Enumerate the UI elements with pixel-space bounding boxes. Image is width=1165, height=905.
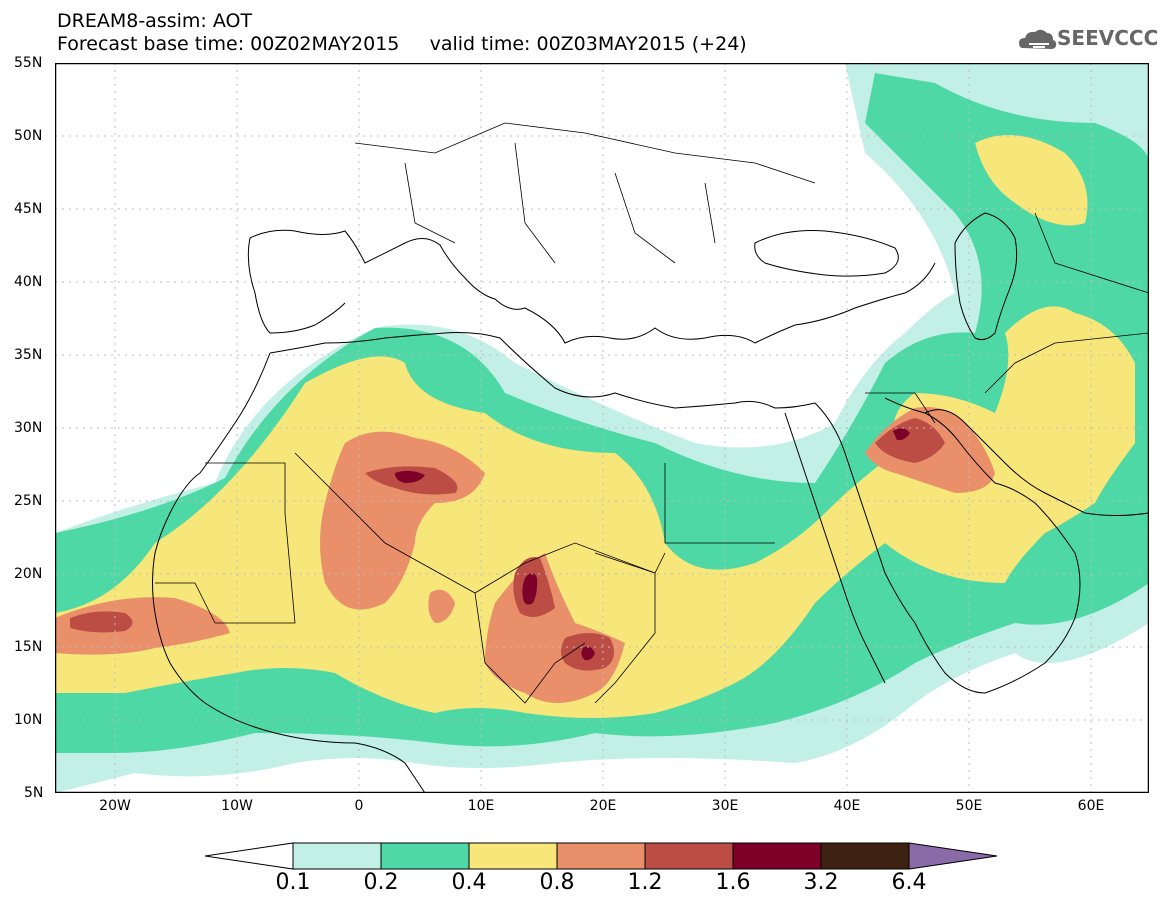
- colorbar-label-1.6: 1.6: [715, 870, 751, 895]
- colorbar-label-0.4: 0.4: [451, 870, 487, 895]
- lon-label-10e: 10E: [467, 798, 495, 814]
- colorbar-segment-0.4: [468, 842, 558, 870]
- lat-label-45n: 45N: [14, 201, 43, 217]
- lat-label-5n: 5N: [24, 785, 44, 801]
- aot-map: [55, 63, 1149, 793]
- colorbar-label-1.2: 1.2: [627, 870, 663, 895]
- colorbar-segment-3.2: [820, 842, 910, 870]
- cloud-icon: [1019, 29, 1057, 49]
- lat-label-20n: 20N: [14, 566, 43, 582]
- colorbar-label-0.1: 0.1: [275, 870, 311, 895]
- lat-label-30n: 30N: [14, 420, 43, 436]
- map-title: DREAM8-assim: AOT: [57, 10, 253, 32]
- lat-label-10n: 10N: [14, 712, 43, 728]
- lon-label-20w: 20W: [99, 798, 131, 814]
- colorbar-label-0.8: 0.8: [539, 870, 575, 895]
- lat-label-25n: 25N: [14, 493, 43, 509]
- colorbar-label-6.4: 6.4: [891, 870, 927, 895]
- colorbar-segment-above: [908, 842, 998, 870]
- lon-label-20e: 20E: [589, 798, 617, 814]
- lon-label-30e: 30E: [711, 798, 739, 814]
- colorbar-segment-0.8: [556, 842, 646, 870]
- lon-label-0: 0: [354, 798, 364, 814]
- aot-1.6-area: [395, 428, 910, 661]
- lon-label-60e: 60E: [1077, 798, 1105, 814]
- colorbar-segment-1.6: [732, 842, 822, 870]
- colorbar-segment-0.2: [380, 842, 470, 870]
- logo-text: SEEVCCC: [1057, 26, 1159, 50]
- lat-label-40n: 40N: [14, 274, 43, 290]
- colorbar-segment-0.1: [292, 842, 382, 870]
- lon-label-10w: 10W: [221, 798, 253, 814]
- forecast-time-line: Forecast base time: 00Z02MAY2015 valid t…: [57, 33, 747, 55]
- lon-label-40e: 40E: [833, 798, 861, 814]
- colorbar-segment-1.2: [644, 842, 734, 870]
- lat-label-50n: 50N: [14, 128, 43, 144]
- lat-label-55n: 55N: [14, 55, 43, 71]
- colorbar-segment-below: [205, 842, 294, 870]
- lat-label-15n: 15N: [14, 639, 43, 655]
- lat-label-35n: 35N: [14, 347, 43, 363]
- colorbar-label-0.2: 0.2: [363, 870, 399, 895]
- coastlines: [152, 122, 1149, 793]
- colorbar-label-3.2: 3.2: [803, 870, 839, 895]
- lon-label-50e: 50E: [955, 798, 983, 814]
- colorbar-legend: [205, 842, 998, 870]
- aot-0.4-area: [55, 135, 1135, 718]
